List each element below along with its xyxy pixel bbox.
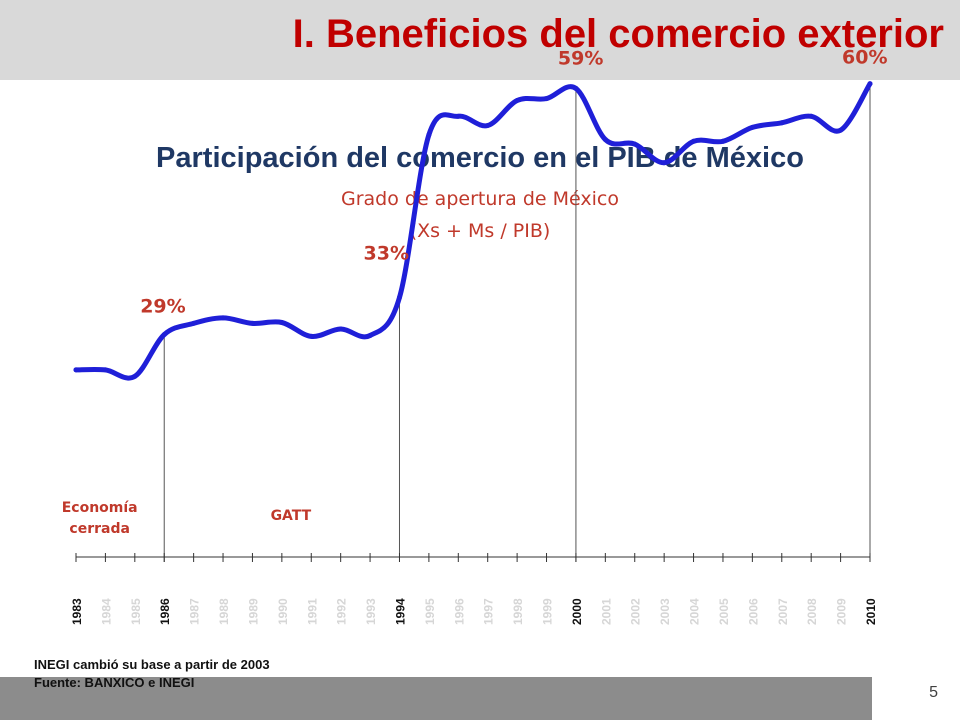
data-point (867, 81, 873, 87)
data-point (308, 333, 314, 339)
x-tick-label: 1997 (482, 598, 496, 625)
x-tick-label: 1985 (129, 598, 143, 625)
chart-title: Participación del comercio en el PIB de … (156, 142, 804, 174)
data-point (279, 320, 285, 325)
x-tick-label: 2005 (717, 598, 731, 625)
x-tick-label: 2000 (570, 598, 584, 625)
data-point (102, 367, 108, 373)
data-point (249, 320, 255, 326)
x-tick-label: 2001 (599, 598, 613, 625)
base-change-note: INEGI cambió su base a partir de 2003 (34, 657, 270, 672)
percent-annotation: 33% (364, 242, 409, 264)
x-tick-label: 1984 (99, 598, 113, 625)
period-label: GATT (271, 508, 312, 524)
x-tick-label: 1992 (335, 598, 349, 625)
data-point (544, 96, 549, 102)
data-point (838, 127, 844, 133)
x-tick-label: 1988 (217, 598, 231, 625)
x-tick-label: 1989 (246, 598, 260, 625)
x-tick-label: 1996 (452, 598, 466, 625)
trade-share-line (73, 81, 873, 381)
data-point (397, 294, 402, 300)
x-tick-label: 2007 (776, 598, 790, 625)
data-point (132, 373, 138, 379)
data-point (661, 160, 667, 166)
data-point (749, 124, 755, 130)
data-point (161, 332, 167, 338)
x-tick-label: 1999 (541, 598, 555, 625)
x-tick-label: 1995 (423, 598, 437, 625)
x-tick-label: 1990 (276, 598, 290, 625)
percent-annotation: 60% (842, 47, 887, 69)
x-tick-label: 1983 (70, 598, 84, 625)
period-label: cerrada (69, 521, 130, 537)
data-point (426, 132, 432, 138)
x-tick-label: 1986 (158, 598, 172, 625)
chart-formula: (Xs + Ms / PIB) (409, 220, 551, 242)
x-tick-label: 2003 (658, 598, 672, 625)
data-point (73, 367, 79, 373)
data-point (514, 98, 520, 103)
x-tick-label: 2010 (864, 598, 878, 625)
data-point (632, 141, 638, 147)
x-tick-label: 2009 (835, 598, 849, 625)
header-bar (0, 0, 960, 80)
data-point (191, 320, 197, 326)
x-tick-label: 2002 (629, 598, 643, 625)
x-tick-label: 1987 (188, 598, 202, 625)
data-point (485, 123, 491, 128)
data-point (220, 315, 226, 321)
page-number: 5 (929, 684, 938, 701)
x-tick-label: 1994 (393, 598, 407, 625)
x-tick-label: 1991 (305, 598, 319, 625)
x-tick-label: 2006 (746, 598, 760, 625)
period-label: Economía (62, 500, 138, 516)
x-tick-label: 1993 (364, 598, 378, 625)
source-note: Fuente: BANXICO e INEGI (34, 675, 195, 690)
data-point (720, 138, 726, 144)
x-tick-label: 2004 (688, 598, 702, 625)
x-tick-label: 2008 (805, 598, 819, 625)
percent-annotation: 29% (140, 296, 185, 318)
footer-bar (0, 677, 872, 720)
data-point (338, 326, 344, 332)
data-point (602, 137, 608, 142)
data-point (367, 333, 373, 338)
data-point (779, 120, 785, 126)
x-tick-label: 1998 (511, 598, 525, 625)
data-point (573, 85, 579, 91)
data-point (808, 113, 814, 119)
percent-annotation: 59% (558, 47, 603, 69)
slide-title: I. Beneficios del comercio exterior (292, 12, 944, 56)
chart-subtitle: Grado de apertura de México (340, 188, 619, 210)
data-point (691, 138, 697, 144)
data-point (455, 113, 461, 119)
